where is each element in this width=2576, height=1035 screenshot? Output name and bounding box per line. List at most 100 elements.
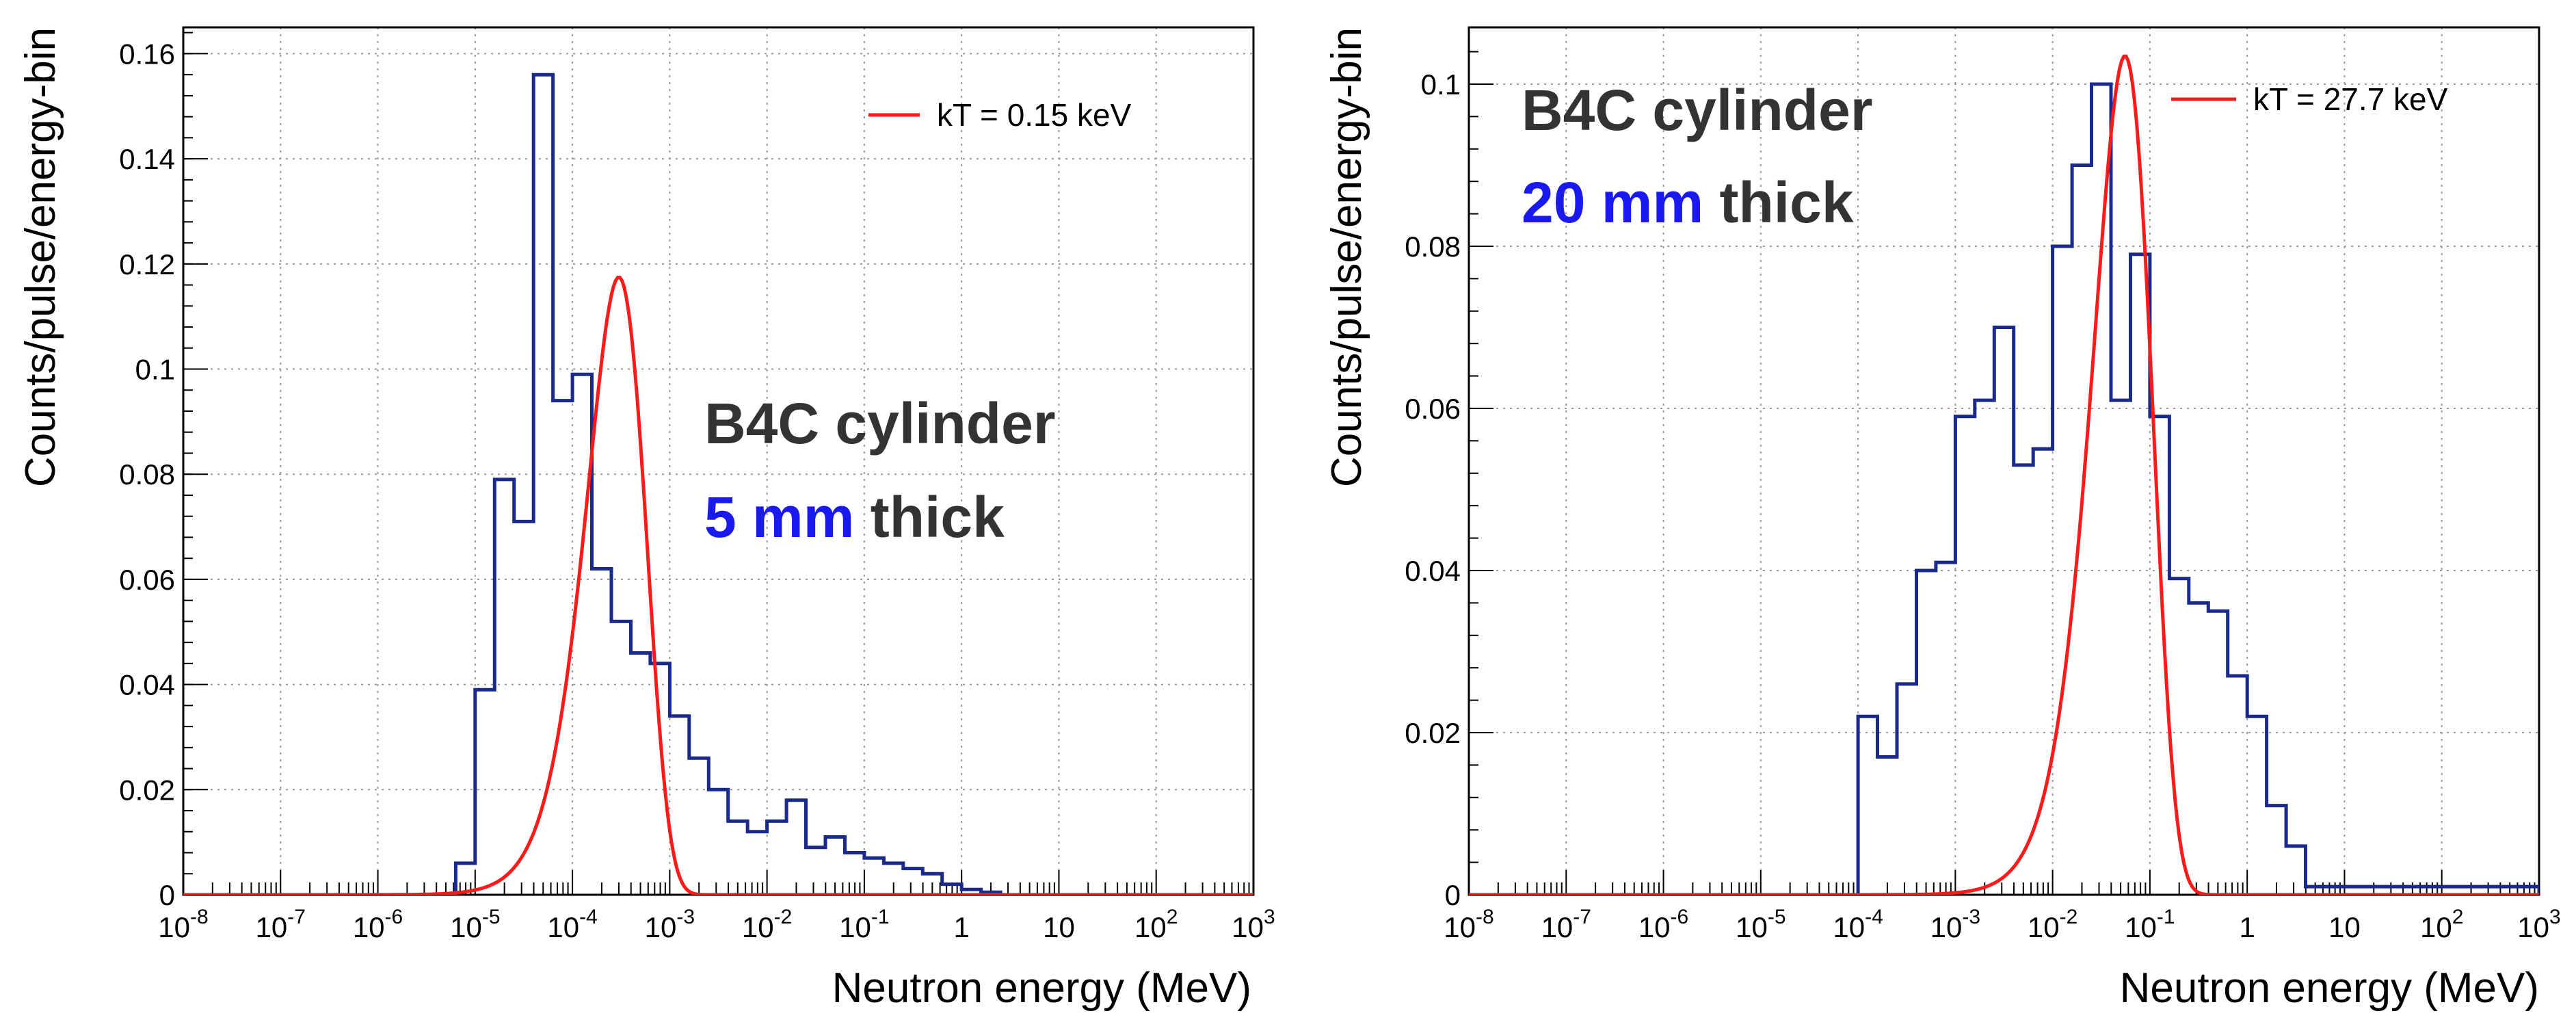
x-tick-label: 10-1	[839, 906, 889, 943]
x-axis-title: Neutron energy (MeV)	[2120, 965, 2539, 1012]
x-tick-exponent: -4	[579, 906, 598, 928]
y-tick-label: 0.1	[1421, 68, 1461, 101]
x-tick-label: 10-2	[742, 906, 792, 943]
annotation-material: B4C cylinder	[704, 391, 1056, 456]
y-tick-label: 0.02	[1405, 717, 1461, 749]
legend-label: kT = 0.15 keV	[937, 97, 1132, 133]
x-tick-label: 10-3	[1930, 906, 1980, 943]
x-tick-exponent: 2	[1167, 906, 1178, 928]
x-tick-base: 10	[1043, 911, 1075, 943]
x-tick-base: 10	[1541, 911, 1574, 943]
annotation-material: B4C cylinder	[1522, 78, 1873, 142]
x-tick-label: 10-1	[2125, 906, 2175, 943]
x-tick-exponent: -4	[1865, 906, 1883, 928]
x-tick-label: 10	[2328, 911, 2361, 943]
x-tick-exponent: 2	[2452, 906, 2464, 928]
legend: kT = 27.7 keV	[2171, 81, 2448, 117]
x-tick-base: 1	[954, 911, 970, 943]
y-tick-label: 0	[1445, 879, 1461, 911]
x-tick-exponent: -8	[1476, 906, 1494, 928]
x-tick-exponent: -5	[1768, 906, 1786, 928]
x-axis-ticks: 10-8 10-7 10-6 10-5 10-4 10-3 10-2 10-1 1 10 102 10…	[1444, 870, 2561, 943]
x-tick-label: 102	[2420, 906, 2463, 943]
y-tick-label: 0.16	[119, 38, 175, 70]
x-tick-label: 10-8	[1444, 906, 1493, 943]
annotation-thickness: 20 mm thick	[1522, 170, 1854, 235]
y-tick-label: 0.06	[119, 564, 175, 596]
annotation-thickness-value: 5 mm	[704, 485, 854, 549]
x-tick-exponent: -2	[774, 906, 793, 928]
x-tick-exponent: -6	[385, 906, 403, 928]
y-axis-ticks: 0 0.02 0.04 0.06 0.08 0.1 0.12 0.14 0.16	[119, 31, 208, 911]
x-tick-label: 10-7	[256, 906, 306, 943]
y-tick-label: 0.1	[135, 354, 175, 386]
x-tick-base: 1	[2240, 911, 2255, 943]
left-chart-panel: 10-8 10-7 10-6 10-5 10-4 10-3 10-2 10-1 1 10 102 10…	[17, 26, 1275, 1012]
x-tick-base: 10	[2028, 911, 2060, 943]
x-tick-label: 1	[2240, 911, 2255, 943]
x-tick-base: 10	[2125, 911, 2157, 943]
plot-frame	[1468, 26, 2540, 896]
x-tick-label: 10-5	[1736, 906, 1785, 943]
x-tick-base: 10	[353, 911, 385, 943]
x-tick-base: 10	[1444, 911, 1476, 943]
x-tick-exponent: -3	[1962, 906, 1980, 928]
x-tick-label: 10-4	[547, 906, 597, 943]
x-tick-base: 10	[1638, 911, 1671, 943]
x-axis-title: Neutron energy (MeV)	[832, 965, 1251, 1012]
x-tick-label: 10-2	[2028, 906, 2077, 943]
x-tick-exponent: 3	[2549, 906, 2561, 928]
x-tick-exponent: -1	[871, 906, 890, 928]
y-tick-label: 0.08	[1405, 231, 1461, 263]
x-tick-base: 10	[1833, 911, 1865, 943]
y-axis-title: Counts/pulse/energy-bin	[17, 27, 64, 487]
x-tick-exponent: -6	[1671, 906, 1689, 928]
x-tick-exponent: 3	[1264, 906, 1275, 928]
annotation-thickness: 5 mm thick	[704, 485, 1005, 549]
x-tick-label: 102	[1134, 906, 1178, 943]
data-layer	[1469, 54, 2539, 895]
annotation-thickness-word: thick	[854, 485, 1005, 549]
right-chart-panel: 10-8 10-7 10-6 10-5 10-4 10-3 10-2 10-1 1 10 102 10…	[1323, 26, 2561, 1012]
x-tick-exponent: -7	[1573, 906, 1591, 928]
y-tick-label: 0.12	[119, 248, 175, 280]
y-tick-label: 0.06	[1405, 393, 1461, 425]
legend: kT = 0.15 keV	[868, 97, 1132, 133]
x-tick-base: 10	[158, 911, 190, 943]
x-tick-base: 10	[2328, 911, 2361, 943]
y-axis-ticks: 0 0.02 0.04 0.06 0.08 0.1	[1405, 51, 1493, 911]
x-tick-label: 10-7	[1541, 906, 1591, 943]
y-tick-label: 0.14	[119, 143, 175, 175]
histogram-series	[183, 73, 1253, 895]
x-tick-base: 10	[2517, 911, 2549, 943]
x-tick-base: 10	[547, 911, 579, 943]
x-tick-base: 10	[1736, 911, 1768, 943]
histogram-series	[1469, 82, 2539, 895]
y-tick-label: 0.04	[119, 669, 175, 701]
x-tick-base: 10	[2420, 911, 2452, 943]
x-tick-base: 10	[839, 911, 871, 943]
annotation-thickness-word: thick	[1703, 170, 1854, 235]
legend-label: kT = 27.7 keV	[2253, 81, 2448, 117]
x-tick-exponent: -8	[190, 906, 209, 928]
x-tick-exponent: -2	[2060, 906, 2078, 928]
x-tick-base: 10	[1930, 911, 1963, 943]
x-tick-label: 10-3	[645, 906, 695, 943]
x-tick-label: 103	[2517, 906, 2560, 943]
x-tick-label: 10	[1043, 911, 1075, 943]
x-tick-base: 10	[1232, 911, 1264, 943]
x-tick-label: 10-4	[1833, 906, 1883, 943]
x-tick-label: 1	[954, 911, 970, 943]
data-layer	[183, 73, 1253, 895]
x-tick-label: 10-6	[1638, 906, 1688, 943]
x-tick-exponent: -3	[676, 906, 695, 928]
y-axis-title: Counts/pulse/energy-bin	[1323, 27, 1370, 487]
x-tick-label: 10-6	[353, 906, 403, 943]
x-tick-exponent: -5	[482, 906, 501, 928]
x-tick-base: 10	[256, 911, 288, 943]
x-tick-label: 10-8	[158, 906, 208, 943]
maxwellian-fit-curve	[1469, 54, 2539, 895]
x-tick-label: 103	[1232, 906, 1275, 943]
x-tick-base: 10	[1134, 911, 1167, 943]
